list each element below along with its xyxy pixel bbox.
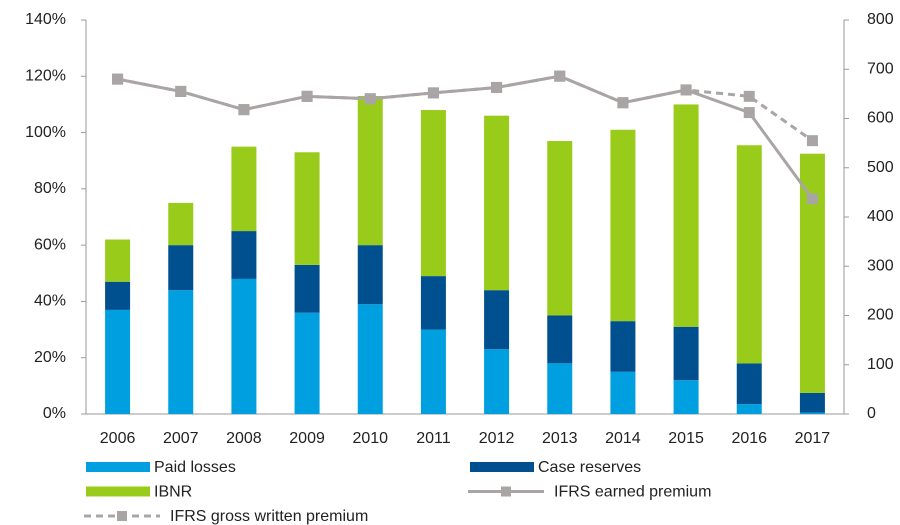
line-marker (301, 90, 313, 102)
line-marker (617, 97, 629, 109)
bar-segment (799, 392, 825, 413)
y-tick-label: 40% (34, 293, 66, 310)
y-tick-label: 60% (34, 236, 66, 253)
x-tick-label: 2017 (795, 430, 831, 447)
bar-segment (231, 231, 257, 279)
bar-segment (484, 290, 510, 350)
bar-segment (484, 115, 510, 291)
x-tick-label: 2015 (668, 430, 704, 447)
y2-tick-label: 500 (867, 159, 894, 176)
y2-tick-label: 700 (867, 60, 894, 77)
line-marker (806, 193, 818, 205)
legend-label: Paid losses (154, 459, 236, 476)
bar-segment (420, 276, 446, 330)
legend-swatch (470, 462, 534, 472)
legend-swatch (86, 486, 150, 497)
line-marker (743, 90, 755, 102)
bar-segment (231, 146, 257, 232)
y2-tick-label: 0 (867, 405, 876, 422)
x-tick-label: 2006 (100, 430, 136, 447)
y2-tick-label: 100 (867, 356, 894, 373)
y2-tick-label: 200 (867, 307, 894, 324)
bar-segment (799, 412, 825, 414)
x-tick-label: 2014 (605, 430, 641, 447)
x-tick-label: 2012 (479, 430, 515, 447)
bar-segment (357, 304, 383, 414)
bar-segment (357, 95, 383, 246)
y2-tick-label: 800 (867, 11, 894, 28)
bar-segment (673, 326, 699, 381)
legend-label: IFRS earned premium (554, 484, 711, 501)
bar-segment (610, 321, 636, 372)
bar-segment (484, 349, 510, 414)
line-marker (238, 104, 250, 116)
bar-segment (105, 239, 131, 282)
bar-segment (231, 278, 257, 414)
bar-segment (105, 309, 131, 414)
line-marker (806, 135, 818, 147)
legend-marker (501, 486, 511, 497)
bar-segment (736, 145, 762, 364)
x-tick-label: 2008 (226, 430, 262, 447)
x-tick-label: 2011 (416, 430, 451, 447)
line-marker (680, 84, 692, 96)
bar-segment (294, 264, 320, 313)
legend-marker (117, 511, 127, 521)
line-series (117, 74, 814, 142)
line-marker (491, 81, 503, 93)
bar-segment (673, 380, 699, 414)
bar-segment (105, 281, 131, 310)
line-marker (175, 85, 187, 97)
bar-segment (547, 315, 573, 364)
bar-segment (168, 202, 194, 246)
y2-tick-label: 400 (867, 208, 894, 225)
y2-tick-label: 600 (867, 110, 894, 127)
y-tick-label: 120% (25, 68, 66, 85)
bar-segment (168, 245, 194, 291)
bar-segment (610, 129, 636, 322)
legend-swatch (86, 462, 150, 472)
bar-segment (294, 312, 320, 414)
bar-segment (357, 245, 383, 305)
line-marker (554, 70, 566, 82)
line-marker (112, 73, 124, 85)
line-series (117, 74, 814, 200)
y2-tick-label: 300 (867, 257, 894, 274)
y-tick-label: 100% (25, 124, 66, 141)
x-tick-label: 2009 (289, 430, 325, 447)
bar-segment (294, 152, 320, 265)
x-tick-label: 2016 (731, 430, 767, 447)
bar-segment (420, 329, 446, 414)
legend-label: Case reserves (538, 459, 641, 476)
bar-segment (673, 104, 699, 327)
y-tick-label: 140% (25, 11, 66, 28)
legend-label: IBNR (154, 484, 192, 501)
bar-segment (547, 363, 573, 414)
bar-segment (610, 371, 636, 414)
x-tick-label: 2010 (352, 430, 388, 447)
bar-segment (799, 153, 825, 393)
bar-segment (736, 363, 762, 405)
y-tick-label: 0% (43, 405, 66, 422)
bar-segment (736, 404, 762, 414)
line-marker (364, 93, 376, 105)
line-marker (743, 107, 755, 119)
line-marker (427, 87, 439, 99)
x-tick-label: 2013 (542, 430, 578, 447)
y-tick-label: 20% (34, 349, 66, 366)
x-tick-label: 2007 (163, 430, 199, 447)
bar-segment (168, 290, 194, 414)
y-tick-label: 80% (34, 180, 66, 197)
bar-segment (420, 110, 446, 277)
bar-segment (547, 141, 573, 316)
legend-label: IFRS gross written premium (170, 508, 368, 525)
